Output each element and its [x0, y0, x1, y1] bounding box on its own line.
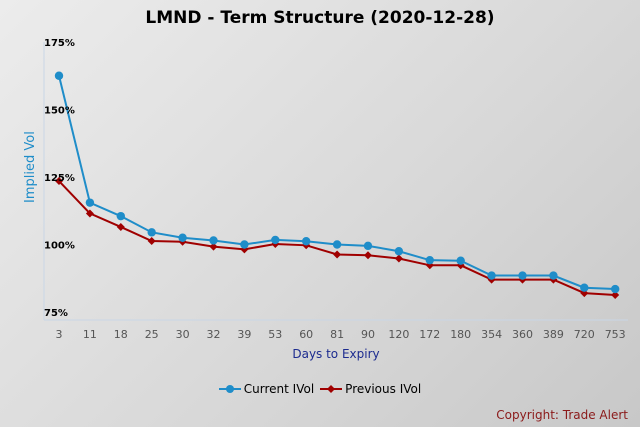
data-point-current[interactable] [147, 228, 156, 237]
y-tick-label: 125% [44, 173, 75, 184]
data-point-current[interactable] [394, 247, 404, 256]
legend-marker-current-icon [218, 385, 241, 393]
legend-item-previous[interactable]: Previous IVol [320, 382, 421, 396]
x-tick-label: 753 [605, 328, 626, 341]
x-tick-label: 354 [481, 328, 502, 341]
x-tick-label: 30 [176, 328, 190, 341]
x-tick-label: 32 [207, 328, 221, 341]
x-axis-label: Days to Expiry [292, 347, 380, 361]
x-tick-label: 720 [574, 328, 595, 341]
data-point-current[interactable] [518, 271, 527, 280]
data-point-previous[interactable] [611, 290, 620, 299]
data-point-current[interactable] [549, 271, 558, 280]
series-line-previous [58, 180, 616, 296]
data-point-previous[interactable] [394, 254, 403, 263]
copyright-text: Copyright: Trade Alert [496, 408, 628, 422]
data-point-current[interactable] [332, 240, 342, 249]
data-point-previous[interactable] [364, 251, 372, 260]
x-tick-label: 90 [361, 328, 375, 341]
data-point-previous[interactable] [333, 250, 342, 259]
data-point-current[interactable] [116, 211, 126, 221]
x-tick-label: 18 [114, 328, 128, 341]
data-point-current[interactable] [611, 284, 620, 294]
data-point-current[interactable] [580, 283, 589, 292]
x-tick-label: 3 [56, 328, 63, 341]
x-tick-label: 53 [268, 328, 282, 341]
x-tick-label: 120 [388, 328, 409, 341]
x-tick-label: 360 [512, 328, 533, 341]
data-point-previous[interactable] [116, 222, 125, 231]
chart-title: LMND - Term Structure (2020-12-28) [145, 8, 495, 28]
legend-label-current: Current IVol [243, 382, 315, 396]
x-tick-label: 60 [299, 328, 313, 341]
data-point-current[interactable] [240, 240, 249, 249]
data-point-previous[interactable] [209, 242, 218, 251]
x-tick-label: 180 [450, 328, 471, 341]
y-axis-label: Implied Vol [23, 131, 38, 203]
x-tick-label: 11 [83, 328, 97, 341]
x-tick-label: 25 [145, 328, 159, 341]
legend-marker-previous-icon [320, 385, 343, 393]
x-tick-label: 172 [419, 328, 440, 341]
y-tick-label: 100% [44, 241, 75, 252]
legend-label-previous: Previous IVol [345, 382, 422, 396]
data-point-current[interactable] [209, 236, 218, 245]
legend: Current IVol Previous IVol [0, 382, 640, 396]
data-point-current[interactable] [425, 255, 434, 265]
data-point-current[interactable] [271, 235, 280, 245]
data-point-current[interactable] [85, 198, 95, 207]
x-tick-label: 81 [330, 328, 344, 341]
y-tick-label: 175% [44, 38, 75, 49]
data-point-current[interactable] [178, 233, 187, 242]
data-point-current[interactable] [456, 256, 465, 265]
x-tick-label: 39 [237, 328, 251, 341]
legend-item-current[interactable]: Current IVol [218, 382, 315, 396]
data-point-current[interactable] [54, 71, 64, 80]
y-tick-label: 150% [44, 106, 75, 117]
data-point-previous[interactable] [55, 177, 63, 186]
y-tick-label: 75% [44, 308, 68, 319]
data-point-previous[interactable] [85, 209, 94, 218]
data-point-current[interactable] [487, 271, 496, 280]
x-tick-label: 389 [543, 328, 564, 341]
data-point-current[interactable] [302, 237, 311, 246]
data-point-current[interactable] [363, 241, 373, 251]
data-point-previous[interactable] [147, 236, 156, 245]
